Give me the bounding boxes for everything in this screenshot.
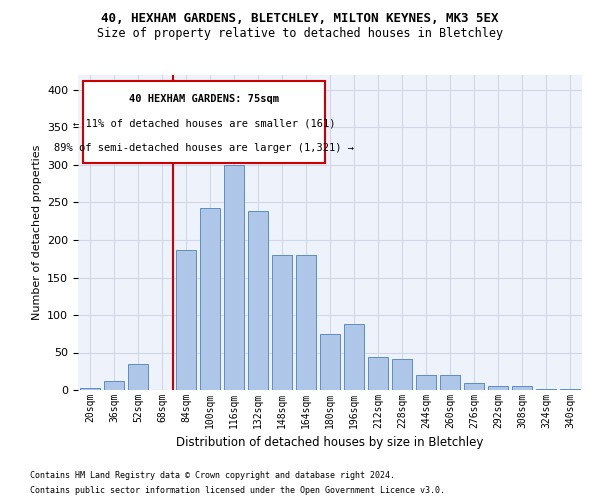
Bar [296,255,316,390]
X-axis label: Distribution of detached houses by size in Bletchley: Distribution of detached houses by size … [176,436,484,450]
Text: Contains HM Land Registry data © Crown copyright and database right 2024.: Contains HM Land Registry data © Crown c… [30,471,395,480]
Text: Size of property relative to detached houses in Bletchley: Size of property relative to detached ho… [97,28,503,40]
Bar [392,358,412,390]
FancyBboxPatch shape [83,82,325,163]
Bar [536,389,556,390]
Bar [344,324,364,390]
Bar [440,375,460,390]
Bar [104,381,124,390]
Bar [512,386,532,390]
Bar [272,255,292,390]
Bar [128,364,148,390]
Bar [176,250,196,390]
Text: Contains public sector information licensed under the Open Government Licence v3: Contains public sector information licen… [30,486,445,495]
Bar [200,208,220,390]
Bar [488,386,508,390]
Bar [368,357,388,390]
Text: 40, HEXHAM GARDENS, BLETCHLEY, MILTON KEYNES, MK3 5EX: 40, HEXHAM GARDENS, BLETCHLEY, MILTON KE… [101,12,499,26]
Bar [560,388,580,390]
Text: ← 11% of detached houses are smaller (161): ← 11% of detached houses are smaller (16… [73,119,335,129]
Y-axis label: Number of detached properties: Number of detached properties [32,145,41,320]
Bar [320,334,340,390]
Bar [80,388,100,390]
Bar [248,211,268,390]
Bar [224,165,244,390]
Bar [464,383,484,390]
Bar [416,375,436,390]
Text: 89% of semi-detached houses are larger (1,321) →: 89% of semi-detached houses are larger (… [54,144,354,154]
Text: 40 HEXHAM GARDENS: 75sqm: 40 HEXHAM GARDENS: 75sqm [129,94,279,104]
